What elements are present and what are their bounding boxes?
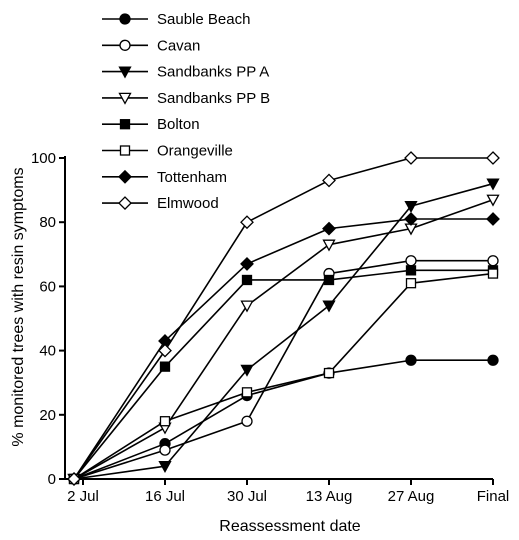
legend-label-sauble-beach: Sauble Beach: [157, 11, 250, 28]
point-sandbanks-pp-a-final: [486, 178, 500, 191]
y-axis-label: % monitored trees with resin symptoms: [10, 167, 27, 446]
series-line-cavan: [73, 259, 493, 480]
legend-label-elmwood: Elmwood: [157, 195, 219, 212]
point-orangeville-16-jul: [159, 416, 171, 427]
legend-marker-cavan: [119, 39, 131, 51]
point-orangeville-30-jul: [241, 387, 253, 398]
point-sandbanks-pp-a-16-jul: [158, 461, 172, 474]
point-elmwood-final: [486, 151, 500, 165]
legend-label-bolton: Bolton: [157, 116, 200, 133]
x-tick-label-27-aug: 27 Aug: [388, 488, 435, 505]
point-cavan-30-jul: [241, 415, 253, 427]
point-sandbanks-pp-a-30-jul: [240, 364, 254, 377]
series-line-sandbanks-pp-b: [73, 198, 494, 480]
legend: Sauble Beach Cavan Sandbanks PP A Sandbanks…: [102, 11, 270, 212]
legend-marker-sandbanks-pp-a: [118, 66, 132, 79]
legend-label-tottenham: Tottenham: [157, 169, 227, 186]
x-tick-label-final: Final: [477, 488, 510, 505]
legend-marker-orangeville: [119, 145, 131, 156]
point-elmwood-2-jul: [67, 472, 81, 486]
series-markers: [67, 151, 500, 486]
series-line-sauble-beach: [73, 359, 493, 480]
legend-marker-elmwood: [118, 196, 132, 211]
legend-label-cavan: Cavan: [157, 37, 200, 54]
legend-marker-tottenham: [118, 169, 132, 184]
point-bolton-13-aug: [323, 274, 335, 286]
point-orangeville-13-aug: [323, 367, 335, 379]
point-elmwood-16-jul: [158, 343, 172, 358]
legend-marker-sauble-beach: [119, 13, 131, 25]
point-sandbanks-pp-a-27-aug: [404, 200, 418, 213]
point-orangeville-final: [487, 268, 499, 279]
x-tick-label-2-jul: 2 Jul: [67, 488, 99, 505]
point-sandbanks-pp-a-13-aug: [322, 300, 336, 313]
series-line-orangeville: [73, 272, 494, 480]
y-tick-label-40: 40: [39, 343, 56, 360]
point-cavan-27-aug: [405, 255, 417, 267]
x-tick-label-30-jul: 30 Jul: [227, 488, 267, 505]
point-tottenham-13-aug: [322, 221, 336, 236]
series-line-bolton: [73, 269, 493, 480]
y-tick-label-20: 20: [39, 407, 56, 424]
series-line-sandbanks-pp-a: [73, 182, 494, 480]
legend-label-orangeville: Orangeville: [157, 143, 233, 160]
y-tick-label-0: 0: [48, 471, 56, 488]
point-sandbanks-pp-b-13-aug: [322, 239, 336, 252]
point-sandbanks-pp-b-30-jul: [240, 300, 254, 313]
series-lines: [73, 157, 494, 480]
axes: 0 20 40 60 80 100 2 Jul 16 Jul 30 Jul 13 Aug 27 Au…: [31, 150, 509, 505]
legend-label-sandbanks-pp-b: Sandbanks PP B: [157, 90, 270, 107]
point-tottenham-27-aug: [404, 212, 418, 226]
point-bolton-16-jul: [159, 361, 171, 372]
legend-label-sandbanks-pp-a: Sandbanks PP A: [157, 64, 269, 81]
point-sauble-beach-final: [487, 354, 499, 366]
point-bolton-27-aug: [405, 265, 417, 276]
point-cavan-final: [487, 255, 499, 267]
y-tick-label-100: 100: [31, 150, 56, 167]
point-sauble-beach-27-aug: [405, 354, 417, 366]
x-tick-label-16-jul: 16 Jul: [145, 488, 185, 505]
series-line-tottenham: [73, 218, 493, 480]
series-line-elmwood: [73, 157, 493, 480]
point-tottenham-final: [486, 212, 500, 226]
point-elmwood-30-jul: [240, 215, 254, 230]
point-bolton-30-jul: [241, 274, 253, 286]
point-elmwood-13-aug: [322, 173, 336, 188]
legend-marker-sandbanks-pp-b: [118, 92, 132, 105]
y-tick-label-80: 80: [39, 214, 56, 231]
point-tottenham-30-jul: [240, 257, 254, 271]
point-orangeville-27-aug: [405, 278, 417, 289]
legend-marker-bolton: [119, 119, 131, 130]
point-elmwood-27-aug: [404, 151, 418, 165]
point-sandbanks-pp-b-final: [486, 194, 500, 207]
x-axis-label: Reassessment date: [219, 518, 361, 535]
y-tick-label-60: 60: [39, 278, 56, 295]
point-cavan-16-jul: [159, 444, 171, 456]
x-tick-label-13-aug: 13 Aug: [306, 488, 353, 505]
